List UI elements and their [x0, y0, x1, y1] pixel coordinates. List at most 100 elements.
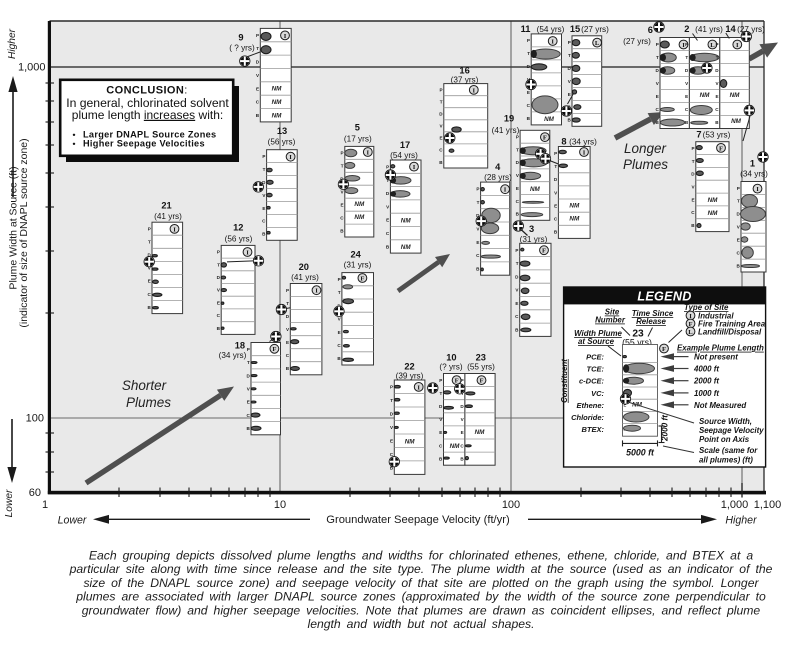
svg-text:NM: NM — [731, 118, 742, 125]
svg-text:V: V — [554, 190, 558, 195]
svg-text:(53 yrs): (53 yrs) — [703, 130, 731, 139]
svg-text:23: 23 — [476, 353, 486, 363]
svg-text:D: D — [655, 68, 659, 73]
svg-text:E: E — [247, 400, 250, 405]
svg-text:C: C — [439, 443, 443, 448]
svg-text:P: P — [656, 42, 659, 47]
svg-text:T: T — [685, 55, 688, 60]
svg-text:B: B — [386, 244, 390, 249]
svg-text:I: I — [689, 313, 692, 320]
svg-text:P: P — [568, 40, 571, 45]
svg-text:E: E — [439, 430, 442, 435]
svg-text:D: D — [286, 314, 290, 319]
svg-text:14: 14 — [725, 24, 736, 34]
svg-text:C: C — [217, 313, 221, 318]
svg-text:19: 19 — [504, 114, 514, 124]
svg-text:T: T — [386, 178, 389, 183]
svg-text:I: I — [682, 42, 685, 49]
svg-text:F: F — [272, 346, 276, 353]
svg-text:E: E — [527, 90, 530, 95]
svg-text:(39 yrs): (39 yrs) — [396, 371, 424, 380]
svg-text:T: T — [440, 100, 443, 105]
svg-text:NM: NM — [405, 438, 416, 445]
svg-text:V: V — [440, 124, 444, 129]
svg-text:V: V — [390, 425, 394, 430]
svg-text:NM: NM — [530, 186, 541, 193]
svg-text:B: B — [256, 113, 260, 118]
svg-text:P: P — [692, 146, 695, 151]
svg-text:E: E — [656, 94, 659, 99]
svg-text:V: V — [247, 387, 251, 392]
svg-text:I: I — [413, 164, 416, 171]
svg-text:1: 1 — [42, 499, 48, 511]
svg-text:Lower: Lower — [58, 514, 87, 526]
svg-text:B: B — [340, 228, 344, 233]
svg-text:P: P — [716, 42, 719, 47]
svg-text:C: C — [554, 217, 558, 222]
svg-text:D: D — [460, 404, 464, 409]
svg-text:V: V — [217, 288, 221, 293]
svg-text:Higher Seepage Velocities: Higher Seepage Velocities — [83, 139, 205, 149]
svg-text:(37 yrs): (37 yrs) — [451, 76, 479, 85]
svg-text:V: V — [737, 225, 741, 230]
svg-text:(56 yrs): (56 yrs) — [268, 137, 296, 146]
svg-text:18: 18 — [235, 340, 245, 350]
svg-text:D: D — [516, 160, 520, 165]
svg-text:I: I — [504, 187, 507, 194]
svg-text:V: V — [262, 193, 266, 198]
svg-text:T: T — [516, 147, 519, 152]
svg-text:D: D — [246, 373, 250, 378]
svg-text:6: 6 — [648, 25, 653, 35]
svg-text:16: 16 — [459, 66, 469, 76]
svg-text:groundwater flow) and higher: groundwater flow) and higher seepage vel… — [82, 603, 761, 617]
svg-text:D: D — [715, 68, 719, 73]
svg-text:I: I — [289, 154, 292, 161]
svg-text:4: 4 — [495, 162, 501, 172]
svg-text:Constituent: Constituent — [560, 359, 569, 403]
svg-text:I: I — [246, 249, 249, 256]
svg-text:I: I — [551, 38, 554, 45]
svg-text:C: C — [527, 103, 531, 108]
svg-text:B: B — [476, 266, 480, 271]
svg-text:NM: NM — [708, 210, 719, 217]
svg-text:Plumes: Plumes — [623, 157, 668, 172]
svg-text:(17 yrs): (17 yrs) — [344, 134, 372, 143]
svg-text:D: D — [527, 64, 531, 69]
svg-text:D: D — [217, 275, 221, 280]
svg-text:D: D — [262, 180, 266, 185]
svg-text:T: T — [716, 55, 719, 60]
svg-text:P: P — [527, 38, 530, 43]
svg-text:T: T — [516, 261, 519, 266]
svg-text:NM: NM — [272, 86, 283, 93]
svg-text:NM: NM — [700, 92, 711, 99]
svg-text:I: I — [417, 384, 420, 391]
svg-text:E: E — [568, 92, 571, 97]
svg-text:T: T — [338, 290, 341, 295]
svg-text:•: • — [73, 139, 76, 149]
svg-text:particular site along with tim: particular site along with time since re… — [69, 562, 773, 576]
svg-text:Not present: Not present — [694, 353, 738, 362]
svg-text:T: T — [256, 46, 259, 51]
svg-text:B: B — [685, 120, 689, 125]
svg-text:Plume Width at Source (ft): Plume Width at Source (ft) — [8, 166, 20, 289]
svg-text:I: I — [284, 33, 287, 40]
svg-text:E: E — [341, 203, 344, 208]
svg-text:B: B — [246, 426, 250, 431]
svg-text:F: F — [455, 377, 459, 384]
svg-text:(31 yrs): (31 yrs) — [344, 260, 372, 269]
svg-text:(34 yrs): (34 yrs) — [219, 351, 247, 360]
svg-text:D: D — [554, 177, 558, 182]
svg-text:23: 23 — [632, 329, 644, 340]
svg-text:C: C — [340, 215, 344, 220]
svg-text:E: E — [262, 206, 265, 211]
svg-text:B: B — [262, 232, 266, 237]
svg-text:P: P — [737, 186, 740, 191]
svg-text:T: T — [263, 167, 266, 172]
svg-text:P: P — [217, 250, 220, 255]
svg-text:C: C — [337, 343, 341, 348]
svg-text:B: B — [736, 263, 740, 268]
svg-text:B: B — [691, 223, 695, 228]
svg-text:P: P — [439, 378, 442, 383]
svg-text:Fire Training Area: Fire Training Area — [698, 320, 766, 329]
svg-text:E: E — [148, 279, 151, 284]
